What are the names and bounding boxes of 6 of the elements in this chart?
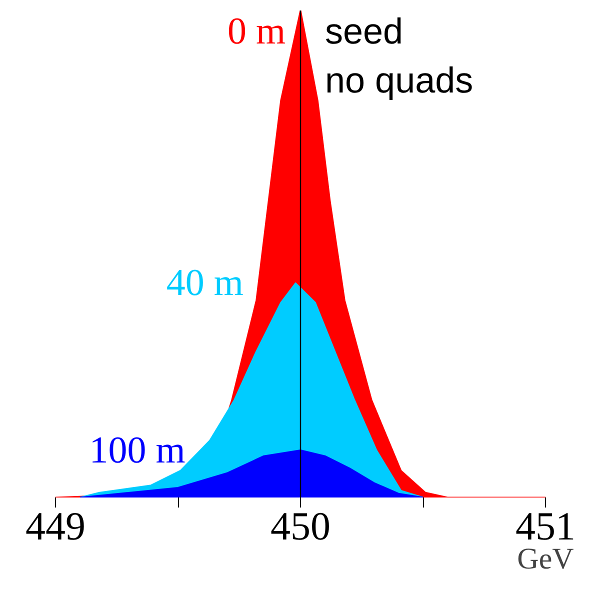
series-label: 100 m bbox=[89, 429, 186, 472]
series-label: 0 m bbox=[227, 10, 286, 52]
annotation: seed no quads bbox=[325, 10, 474, 101]
x-tick-label: 449 bbox=[26, 504, 86, 548]
x-tick-label: 450 bbox=[270, 504, 330, 548]
series-label: 40 m bbox=[166, 262, 244, 304]
